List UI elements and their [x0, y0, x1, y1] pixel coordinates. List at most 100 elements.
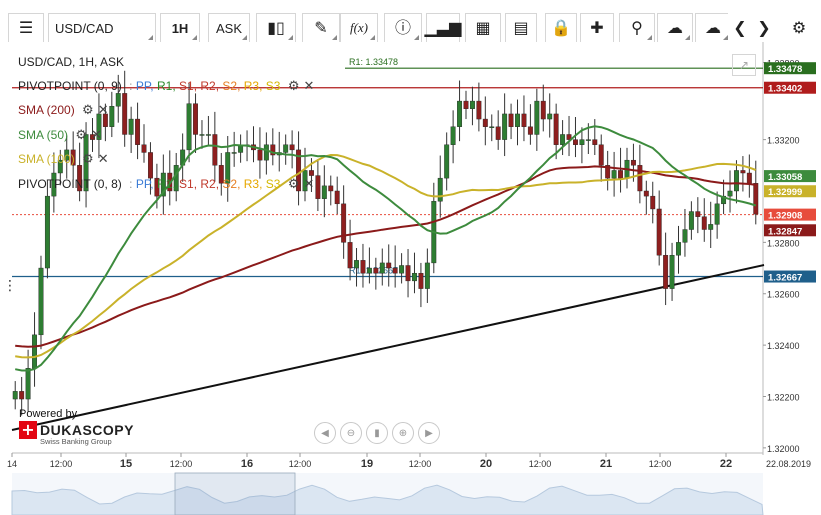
cloud-download-icon: ☁ [705, 18, 721, 37]
news-icon: ▤ [513, 18, 529, 37]
function-icon: f(x) [349, 20, 369, 35]
candle-body [450, 126, 456, 145]
x-tick-label: 12:00 [529, 459, 552, 469]
x-tick-label: 12:00 [289, 459, 312, 469]
pivot-name: PIVOTPOINT (0, 9) [18, 79, 122, 93]
candle-body [469, 100, 475, 109]
sma200-line [15, 165, 756, 348]
calendar-icon: ▦ [475, 18, 491, 37]
sma200-legend: SMA (200) ⚙ ✕ [18, 103, 109, 118]
candle-body [225, 152, 231, 184]
zoom-in-button[interactable]: ⊕ [392, 422, 414, 444]
pan-right-button[interactable]: ▶ [418, 422, 440, 444]
candle-body [643, 190, 649, 197]
candles-icon: ▮▯ [267, 18, 285, 37]
news-button[interactable]: ▤ [505, 13, 537, 43]
candle-body [618, 170, 624, 179]
fit-button[interactable]: ▮ [366, 422, 388, 444]
gear-icon[interactable]: ⚙ [287, 79, 300, 94]
candle-body [579, 139, 585, 145]
candle-body [482, 118, 488, 127]
candle-body [630, 159, 636, 166]
cloud-download-button[interactable]: ☁ [695, 13, 731, 43]
gear-icon[interactable]: ⚙ [82, 152, 94, 167]
candle-body [650, 195, 656, 210]
zoom-out-button[interactable]: ⊖ [340, 422, 362, 444]
candle-body [502, 113, 508, 140]
scroll-left-button[interactable]: ❮ [728, 13, 752, 43]
menu-button[interactable]: ☰ [8, 13, 44, 43]
y-tick-label: 1.32400 [767, 341, 800, 351]
candle-body [656, 208, 662, 256]
candle-body [160, 172, 166, 197]
cloud-upload-button[interactable]: ☁ [657, 13, 693, 43]
candle-body [489, 126, 495, 128]
price-tag [764, 81, 816, 94]
volume-button[interactable]: ▁▃▆ [425, 13, 461, 43]
candle-body [663, 255, 669, 289]
chevron-left-icon: ❮ [733, 18, 747, 37]
lock-icon: 🔒 [551, 18, 571, 37]
close-icon[interactable]: ✕ [303, 177, 315, 192]
price-tag [764, 185, 816, 198]
scroll-right-button[interactable]: ❯ [752, 13, 776, 43]
candle-body [573, 139, 578, 145]
price-tag [764, 170, 816, 183]
candles-button[interactable]: ▮▯ [256, 13, 296, 43]
close-icon[interactable]: ✕ [97, 152, 109, 167]
x-tick-label: 12:00 [170, 459, 193, 469]
gear-icon[interactable]: ⚙ [82, 103, 94, 118]
instrument-value: USD/CAD [55, 20, 114, 36]
candle-body [263, 144, 269, 161]
candle-body [205, 134, 211, 136]
info-button[interactable]: ⓘ [384, 13, 422, 43]
timeframe-select[interactable]: 1H [160, 13, 200, 43]
candle-body [57, 159, 63, 174]
candle-body [547, 113, 553, 120]
x-tick-label: 12:00 [649, 459, 672, 469]
candle-body [560, 134, 566, 145]
candle-body [476, 100, 482, 120]
candle-body [70, 149, 76, 166]
candle-body [437, 177, 443, 202]
candle-body [695, 211, 701, 217]
candle-body [753, 183, 759, 215]
candle-body [147, 152, 153, 179]
candle-body [38, 267, 44, 336]
candle-body [128, 118, 134, 135]
instrument-select[interactable]: USD/CAD [48, 13, 156, 43]
candle-body [135, 118, 141, 145]
candle-body [444, 144, 450, 179]
settings-button[interactable]: ⚙ [786, 13, 812, 43]
price-tag [764, 224, 816, 237]
zoom-icon: ⚲ [631, 18, 643, 37]
lock-button[interactable]: 🔒 [545, 13, 577, 43]
candle-body [727, 190, 733, 197]
close-icon[interactable]: ✕ [97, 103, 109, 118]
candle-body [109, 106, 115, 127]
close-icon[interactable]: ✕ [303, 79, 315, 94]
maximize-button[interactable]: ↗ [732, 54, 756, 76]
calendar-button[interactable]: ▦ [465, 13, 501, 43]
candle-body [334, 190, 340, 205]
candle-body [141, 144, 147, 153]
close-icon[interactable]: ✕ [91, 128, 102, 143]
toolbar: ☰ USD/CAD 1H ASK ▮▯ ✎ f(x) ⓘ ▁▃▆ ▦ ▤ 🔒 ✚… [0, 0, 821, 43]
pan-left-button[interactable]: ◀ [314, 422, 336, 444]
gear-icon[interactable]: ⚙ [75, 128, 88, 143]
crosshair-button[interactable]: ✚ [580, 13, 614, 43]
candle-body [566, 134, 572, 140]
candle-body [193, 103, 198, 135]
gear-icon[interactable]: ⚙ [287, 177, 300, 192]
side-select[interactable]: ASK [208, 13, 250, 43]
price-tag-label: 1.32908 [768, 211, 802, 222]
crosshair-icon: ✚ [590, 18, 604, 37]
draw-button[interactable]: ✎ [302, 13, 340, 43]
candle-body [688, 211, 694, 230]
candle-body [302, 170, 308, 192]
x-tick-label: 22 [720, 458, 732, 470]
y-tick-label: 1.33200 [767, 136, 800, 146]
candle-body [373, 267, 379, 274]
candle-body [199, 134, 205, 136]
candle-body [44, 195, 50, 269]
